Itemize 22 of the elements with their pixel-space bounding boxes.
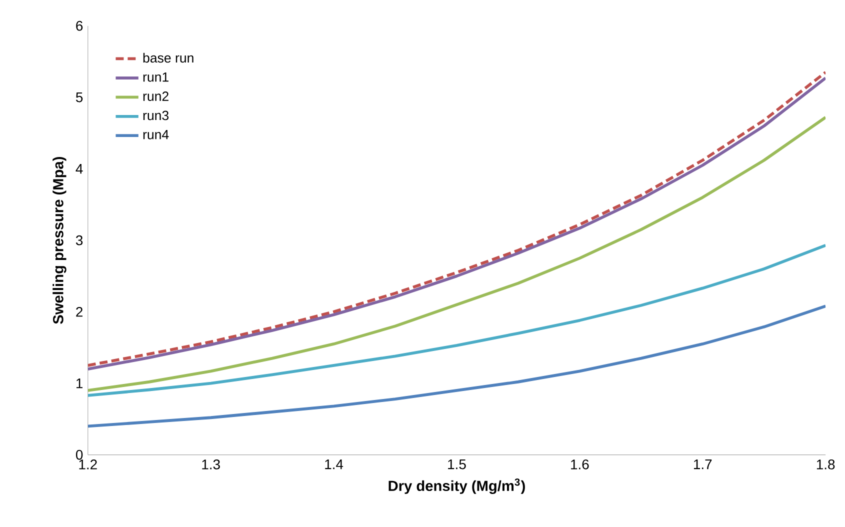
x-tick-label: 1.6 — [571, 460, 589, 470]
legend-label: run4 — [143, 130, 169, 140]
x-axis-title: Dry density (Mg/m$^{3}$) — [388, 478, 525, 494]
x-tick-label: 1.5 — [448, 460, 466, 470]
legend-label: run1 — [143, 72, 168, 82]
legend-label: run2 — [143, 92, 168, 101]
y-tick-label: 5 — [76, 92, 83, 102]
y-tick-label: 3 — [76, 235, 83, 246]
x-tick-label: 1.3 — [202, 460, 220, 470]
y-axis-title: Swelling pressure (Mpa) — [52, 157, 66, 324]
x-tick-label: 1.8 — [816, 460, 835, 470]
legend-label: run3 — [143, 110, 169, 120]
y-tick-label: 6 — [76, 20, 83, 31]
y-tick-label: 1 — [76, 378, 82, 388]
line-series — [88, 244, 826, 397]
x-tick-label: 1.7 — [694, 460, 712, 470]
legend-label: base run — [143, 52, 194, 63]
x-tick-label: 1.2 — [79, 460, 97, 470]
x-tick-label: 1.4 — [325, 460, 344, 470]
y-tick-label: 4 — [76, 164, 83, 174]
y-tick-label: 0 — [76, 450, 83, 460]
y-tick-label: 2 — [76, 306, 82, 317]
